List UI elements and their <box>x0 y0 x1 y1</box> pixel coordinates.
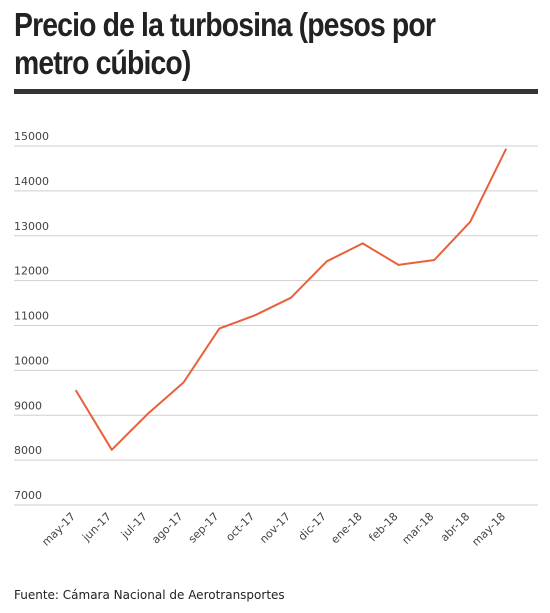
title-divider <box>14 89 538 94</box>
series-layer <box>75 148 507 451</box>
x-axis-ticks: may-17 jun-17 jul-17 ago-17 sep-17 oct-17 nov-… <box>39 510 508 549</box>
data-point <box>505 148 507 150</box>
data-point <box>361 242 364 245</box>
y-tick-label: 11000 <box>14 310 49 323</box>
data-point <box>290 296 292 299</box>
data-point <box>397 264 400 266</box>
x-tick-label: ene-18 <box>328 510 364 546</box>
gridlines <box>14 145 538 506</box>
data-point <box>469 221 471 223</box>
y-tick-label: 13000 <box>14 220 49 233</box>
x-tick-label: dic-17 <box>296 510 329 543</box>
x-tick-label: abr-18 <box>438 510 472 544</box>
x-tick-label: feb-18 <box>366 510 400 544</box>
data-point <box>111 449 113 451</box>
y-axis-ticks: 7000 8000 9000 10000 11000 12000 13000 14000 150… <box>14 130 49 502</box>
y-tick-label: 10000 <box>14 354 49 367</box>
y-tick-label: 14000 <box>14 175 49 188</box>
data-point <box>75 389 77 392</box>
x-tick-label: jul-17 <box>118 510 150 542</box>
data-point <box>218 327 221 330</box>
y-tick-label: 15000 <box>14 130 49 143</box>
y-tick-label: 7000 <box>14 489 42 502</box>
data-point <box>326 260 328 263</box>
x-tick-label: ago-17 <box>149 510 186 547</box>
x-tick-label: nov-17 <box>257 510 293 546</box>
source-note: Fuente: Cámara Nacional de Aerotransport… <box>14 588 285 602</box>
data-point <box>146 413 149 415</box>
x-tick-label: jun-17 <box>79 510 114 545</box>
y-tick-label: 9000 <box>14 399 42 412</box>
line-chart: 7000 8000 9000 10000 11000 12000 13000 14000 150… <box>14 130 538 549</box>
y-tick-label: 12000 <box>14 265 49 278</box>
x-tick-label: oct-17 <box>223 510 257 544</box>
data-point <box>182 381 185 384</box>
x-tick-label: mar-18 <box>400 510 437 547</box>
chart-title: Precio de la turbosina (pesos por metro … <box>14 6 436 81</box>
y-tick-label: 8000 <box>14 444 42 457</box>
x-tick-label: sep-17 <box>186 510 222 546</box>
data-point <box>433 259 436 261</box>
x-tick-label: may-17 <box>39 510 78 549</box>
data-point <box>254 314 256 316</box>
x-tick-label: may-18 <box>469 510 508 549</box>
series-line <box>75 148 507 451</box>
